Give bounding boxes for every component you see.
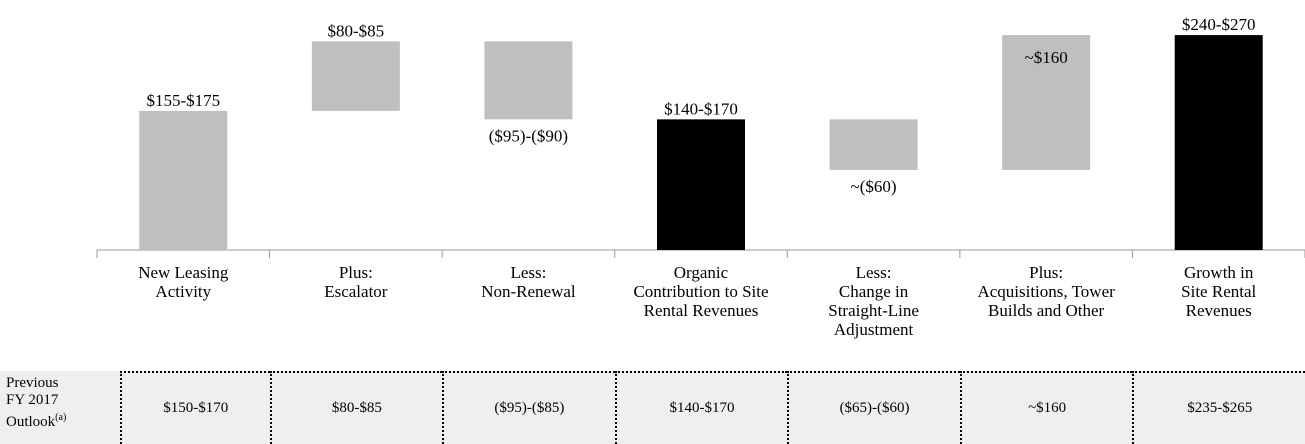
x-tick-label: Less: Non-Renewal [481,263,576,301]
value-label: ~($60) [851,177,897,196]
value-label: ($95)-($90) [489,126,568,145]
table-cell: ($65)-($60) [787,371,960,444]
bar [484,41,573,120]
x-tick-label: Organic Contribution to Site Rental Reve… [633,263,769,320]
bar [139,110,228,250]
table-cell: ~$160 [959,371,1133,444]
row-header-text: Previous FY 2017 Outlook [6,375,59,430]
table-cell: $80-$85 [269,371,443,444]
table-cell: $150-$170 [120,371,270,444]
outlook-table: Previous FY 2017 Outlook(a) $150-$170 $80… [0,371,1305,444]
x-tick-label: Plus: Escalator [324,263,388,301]
x-tick-label: Growth in Site Rental Revenues [1181,263,1257,320]
bar [311,41,400,111]
x-tick-label: Plus: Acquisitions, Tower Builds and Oth… [977,263,1115,320]
table-cell: $235-$265 [1132,371,1305,444]
bar [829,119,918,170]
value-label: $140-$170 [664,99,738,118]
x-tick-label: Less: Change in Straight-Line Adjustment [828,263,919,339]
bar [657,119,745,250]
value-label: $240-$270 [1182,15,1256,34]
chart: $155-$175 $80-$85 ($95)-($90) $140-$170 ~($6… [96,15,1305,258]
bar [1002,35,1091,170]
x-tick-label: New Leasing Activity [138,263,229,301]
bar [1174,35,1263,251]
value-label: $80-$85 [328,21,385,40]
table-cell: $140-$170 [614,371,788,444]
table-cell: ($95)-($85) [442,371,615,444]
row-header-note: (a) [55,412,67,423]
value-label: ~$160 [1025,48,1068,67]
row-header: Previous FY 2017 Outlook(a) [6,375,66,431]
value-label: $155-$175 [146,91,220,110]
